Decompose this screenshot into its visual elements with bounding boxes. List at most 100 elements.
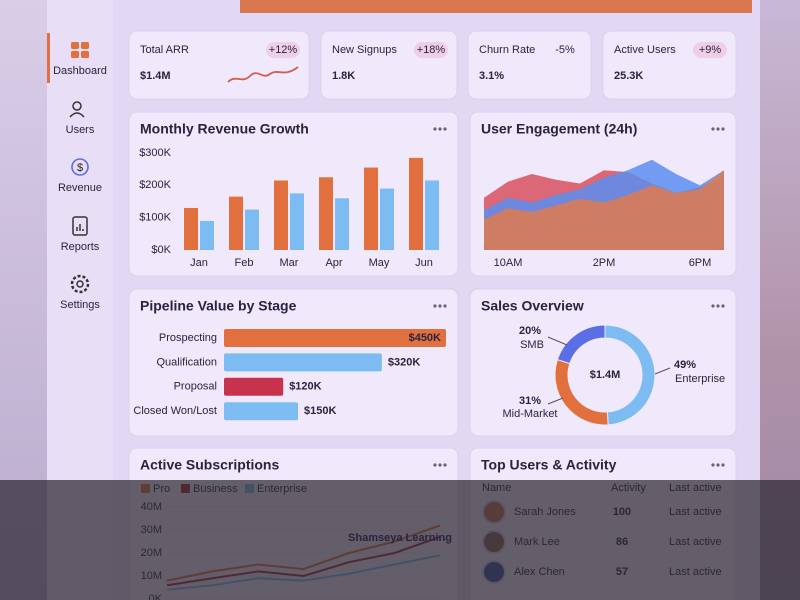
kpi-value: 1.8K: [332, 70, 355, 82]
more-menu[interactable]: [716, 127, 720, 131]
y-tick-label: $300K: [139, 147, 171, 159]
y-tick-label: $200K: [139, 179, 171, 191]
nav-icon: [69, 112, 85, 118]
more-menu[interactable]: [433, 127, 437, 131]
chart-title: Active Subscriptions: [140, 457, 279, 473]
leader-line: [547, 336, 568, 346]
nav-label[interactable]: Settings: [60, 299, 100, 311]
category-label: Qualification: [156, 356, 217, 368]
nav-icon: [81, 42, 89, 49]
leader-line: [547, 397, 564, 405]
nav-label[interactable]: Revenue: [58, 182, 102, 194]
kpi-value: 3.1%: [479, 70, 504, 82]
more-menu[interactable]: [721, 127, 725, 131]
card: [602, 30, 737, 100]
more-menu[interactable]: [711, 463, 715, 467]
chart-title: Monthly Revenue Growth: [140, 121, 309, 137]
watermark: Shamseya Learning: [348, 532, 452, 544]
kpi-badge: [266, 42, 300, 58]
more-menu[interactable]: [711, 304, 715, 308]
more-menu[interactable]: [711, 127, 715, 131]
x-tick-label: Jan: [190, 257, 208, 269]
slice-label: Enterprise: [675, 373, 725, 385]
nav-icon: [71, 158, 89, 176]
table-title: Top Users & Activity: [481, 457, 617, 473]
more-menu[interactable]: [721, 463, 725, 467]
value-label: $450K: [409, 332, 441, 344]
x-tick-label: 10AM: [494, 257, 523, 269]
more-menu[interactable]: [443, 463, 447, 467]
bar: [364, 167, 378, 250]
bar: [224, 353, 382, 372]
leader-line: [654, 367, 671, 375]
slice-label: SMB: [520, 339, 544, 351]
x-tick-label: Jun: [415, 257, 433, 269]
more-menu[interactable]: [443, 304, 447, 308]
more-menu[interactable]: [443, 127, 447, 131]
kpi-badge: [693, 42, 727, 58]
sparkline: [227, 66, 299, 83]
card: [467, 30, 592, 100]
category-label: Prospecting: [159, 332, 217, 344]
card: [469, 288, 737, 437]
y-tick-label: $100K: [139, 212, 171, 224]
bar: [245, 209, 259, 250]
bar: [229, 196, 243, 250]
bar: [380, 188, 394, 250]
chart-title: Sales Overview: [481, 298, 584, 314]
bar: [290, 193, 304, 250]
more-menu[interactable]: [438, 127, 442, 131]
x-tick-label: 2PM: [593, 257, 616, 269]
nav-icon: [72, 101, 82, 111]
nav-icon: $: [77, 162, 83, 174]
bar: [184, 207, 198, 250]
nav-icon: [72, 216, 88, 236]
y-tick-label: $0K: [151, 244, 171, 256]
more-menu[interactable]: [433, 304, 437, 308]
nav-icon: [70, 274, 90, 294]
slice-label: Mid-Market: [502, 408, 557, 420]
bar: [335, 198, 349, 250]
more-menu[interactable]: [433, 463, 437, 467]
nav-icon: [76, 280, 84, 288]
more-menu[interactable]: [716, 463, 720, 467]
more-menu[interactable]: [721, 304, 725, 308]
more-menu[interactable]: [438, 463, 442, 467]
more-menu[interactable]: [716, 304, 720, 308]
watermark-band: [0, 480, 800, 600]
bar: [319, 177, 333, 250]
more-menu[interactable]: [438, 304, 442, 308]
bar: [224, 329, 446, 347]
kpi-label: Total ARR: [140, 44, 189, 56]
nav-icon: [71, 51, 79, 58]
bar: [409, 157, 423, 250]
x-tick-label: 6PM: [689, 257, 712, 269]
chart-title: Pipeline Value by Stage: [140, 298, 297, 314]
nav-label[interactable]: Users: [66, 124, 95, 136]
chart-title: User Engagement (24h): [481, 121, 637, 137]
card: [128, 30, 310, 100]
kpi-change: +9%: [699, 44, 722, 56]
area: [484, 170, 724, 250]
slice-percent: 31%: [519, 395, 541, 407]
nav-label[interactable]: Dashboard: [53, 65, 107, 77]
kpi-change: +18%: [417, 44, 446, 56]
value-label: $320K: [388, 356, 420, 368]
x-tick-label: Feb: [235, 257, 254, 269]
slice-percent: 20%: [519, 325, 541, 337]
x-tick-label: Apr: [325, 257, 342, 269]
active-indicator: [47, 33, 50, 83]
x-tick-label: Mar: [280, 257, 299, 269]
kpi-change: +12%: [269, 44, 298, 56]
nav-icon: [76, 224, 84, 231]
slice-percent: 49%: [674, 359, 696, 371]
card: [320, 30, 458, 100]
value-label: $120K: [289, 381, 321, 393]
nav-icon: [71, 42, 79, 49]
nav-icon: [81, 51, 89, 58]
kpi-value: $1.4M: [140, 70, 171, 82]
kpi-label: New Signups: [332, 44, 397, 56]
kpi-label: Active Users: [614, 44, 676, 56]
nav-label[interactable]: Reports: [61, 241, 100, 253]
bar: [224, 377, 284, 396]
